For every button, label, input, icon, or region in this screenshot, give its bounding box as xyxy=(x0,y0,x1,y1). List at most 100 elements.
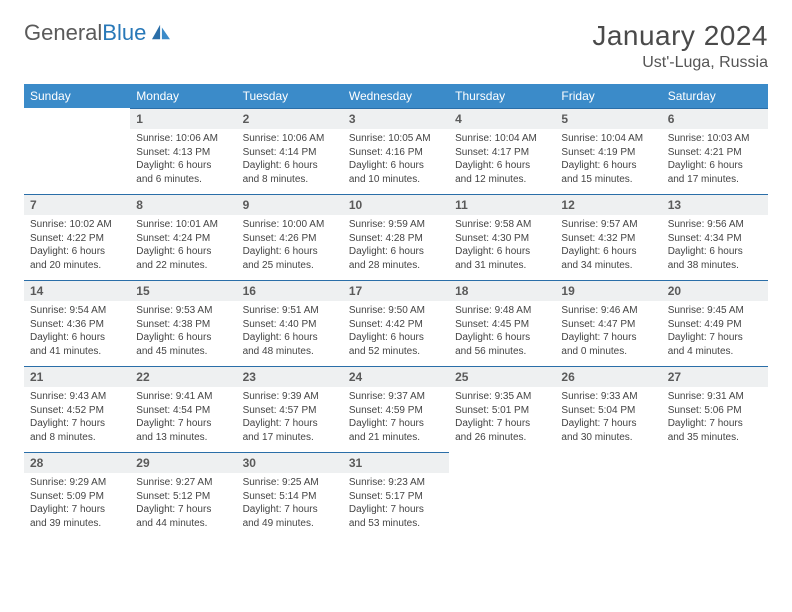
daylight-line: Daylight: 6 hours and 15 minutes. xyxy=(561,159,655,186)
daylight-line: Daylight: 6 hours and 41 minutes. xyxy=(30,331,124,358)
day-cell: 25Sunrise: 9:35 AMSunset: 5:01 PMDayligh… xyxy=(449,366,555,452)
day-wrap: 18Sunrise: 9:48 AMSunset: 4:45 PMDayligh… xyxy=(449,280,555,362)
day-body: Sunrise: 9:31 AMSunset: 5:06 PMDaylight:… xyxy=(662,387,768,448)
day-wrap: 24Sunrise: 9:37 AMSunset: 4:59 PMDayligh… xyxy=(343,366,449,448)
day-body: Sunrise: 10:03 AMSunset: 4:21 PMDaylight… xyxy=(662,129,768,190)
weekday-sunday: Sunday xyxy=(24,84,130,108)
sunrise-line: Sunrise: 9:33 AM xyxy=(561,390,655,404)
day-wrap: 11Sunrise: 9:58 AMSunset: 4:30 PMDayligh… xyxy=(449,194,555,276)
sunrise-line: Sunrise: 10:05 AM xyxy=(349,132,443,146)
day-number: 8 xyxy=(130,195,236,215)
month-title: January 2024 xyxy=(592,20,768,52)
day-cell: 28Sunrise: 9:29 AMSunset: 5:09 PMDayligh… xyxy=(24,452,130,538)
day-number: 24 xyxy=(343,367,449,387)
day-number: 3 xyxy=(343,109,449,129)
week-row: 1Sunrise: 10:06 AMSunset: 4:13 PMDayligh… xyxy=(24,108,768,194)
day-cell: 3Sunrise: 10:05 AMSunset: 4:16 PMDayligh… xyxy=(343,108,449,194)
day-body: Sunrise: 9:59 AMSunset: 4:28 PMDaylight:… xyxy=(343,215,449,276)
sunrise-line: Sunrise: 10:06 AM xyxy=(243,132,337,146)
logo: GeneralBlue xyxy=(24,20,172,46)
weekday-friday: Friday xyxy=(555,84,661,108)
sunrise-line: Sunrise: 10:06 AM xyxy=(136,132,230,146)
daylight-line: Daylight: 6 hours and 28 minutes. xyxy=(349,245,443,272)
day-cell: 22Sunrise: 9:41 AMSunset: 4:54 PMDayligh… xyxy=(130,366,236,452)
day-wrap: 23Sunrise: 9:39 AMSunset: 4:57 PMDayligh… xyxy=(237,366,343,448)
day-wrap: 4Sunrise: 10:04 AMSunset: 4:17 PMDayligh… xyxy=(449,108,555,190)
location: Ust'-Luga, Russia xyxy=(592,54,768,72)
sunrise-line: Sunrise: 10:04 AM xyxy=(561,132,655,146)
day-number: 25 xyxy=(449,367,555,387)
day-number: 4 xyxy=(449,109,555,129)
day-body: Sunrise: 9:27 AMSunset: 5:12 PMDaylight:… xyxy=(130,473,236,534)
day-wrap: 5Sunrise: 10:04 AMSunset: 4:19 PMDayligh… xyxy=(555,108,661,190)
daylight-line: Daylight: 7 hours and 21 minutes. xyxy=(349,417,443,444)
empty-cell xyxy=(555,452,661,538)
day-wrap: 8Sunrise: 10:01 AMSunset: 4:24 PMDayligh… xyxy=(130,194,236,276)
daylight-line: Daylight: 6 hours and 6 minutes. xyxy=(136,159,230,186)
sunrise-line: Sunrise: 9:53 AM xyxy=(136,304,230,318)
day-cell: 8Sunrise: 10:01 AMSunset: 4:24 PMDayligh… xyxy=(130,194,236,280)
sail-icon xyxy=(150,23,172,41)
day-number: 14 xyxy=(24,281,130,301)
day-wrap: 19Sunrise: 9:46 AMSunset: 4:47 PMDayligh… xyxy=(555,280,661,362)
week-row: 28Sunrise: 9:29 AMSunset: 5:09 PMDayligh… xyxy=(24,452,768,538)
sunrise-line: Sunrise: 9:39 AM xyxy=(243,390,337,404)
day-wrap: 16Sunrise: 9:51 AMSunset: 4:40 PMDayligh… xyxy=(237,280,343,362)
day-wrap: 2Sunrise: 10:06 AMSunset: 4:14 PMDayligh… xyxy=(237,108,343,190)
daylight-line: Daylight: 7 hours and 4 minutes. xyxy=(668,331,762,358)
day-wrap: 27Sunrise: 9:31 AMSunset: 5:06 PMDayligh… xyxy=(662,366,768,448)
day-cell: 9Sunrise: 10:00 AMSunset: 4:26 PMDayligh… xyxy=(237,194,343,280)
day-number: 21 xyxy=(24,367,130,387)
empty-cell xyxy=(24,108,130,194)
weekday-wednesday: Wednesday xyxy=(343,84,449,108)
sunset-line: Sunset: 4:19 PM xyxy=(561,146,655,160)
sunrise-line: Sunrise: 9:29 AM xyxy=(30,476,124,490)
day-cell: 15Sunrise: 9:53 AMSunset: 4:38 PMDayligh… xyxy=(130,280,236,366)
day-wrap: 20Sunrise: 9:45 AMSunset: 4:49 PMDayligh… xyxy=(662,280,768,362)
day-body: Sunrise: 10:01 AMSunset: 4:24 PMDaylight… xyxy=(130,215,236,276)
sunset-line: Sunset: 5:06 PM xyxy=(668,404,762,418)
day-body: Sunrise: 9:35 AMSunset: 5:01 PMDaylight:… xyxy=(449,387,555,448)
sunset-line: Sunset: 4:45 PM xyxy=(455,318,549,332)
day-body: Sunrise: 10:04 AMSunset: 4:19 PMDaylight… xyxy=(555,129,661,190)
day-wrap: 26Sunrise: 9:33 AMSunset: 5:04 PMDayligh… xyxy=(555,366,661,448)
sunrise-line: Sunrise: 9:56 AM xyxy=(668,218,762,232)
day-cell: 10Sunrise: 9:59 AMSunset: 4:28 PMDayligh… xyxy=(343,194,449,280)
calendar-body: 1Sunrise: 10:06 AMSunset: 4:13 PMDayligh… xyxy=(24,108,768,538)
daylight-line: Daylight: 7 hours and 17 minutes. xyxy=(243,417,337,444)
day-body: Sunrise: 9:51 AMSunset: 4:40 PMDaylight:… xyxy=(237,301,343,362)
sunset-line: Sunset: 5:01 PM xyxy=(455,404,549,418)
day-number: 2 xyxy=(237,109,343,129)
header: GeneralBlue January 2024 Ust'-Luga, Russ… xyxy=(24,20,768,72)
day-body: Sunrise: 9:23 AMSunset: 5:17 PMDaylight:… xyxy=(343,473,449,534)
daylight-line: Daylight: 7 hours and 0 minutes. xyxy=(561,331,655,358)
sunrise-line: Sunrise: 10:03 AM xyxy=(668,132,762,146)
day-body: Sunrise: 10:00 AMSunset: 4:26 PMDaylight… xyxy=(237,215,343,276)
daylight-line: Daylight: 7 hours and 44 minutes. xyxy=(136,503,230,530)
day-wrap: 29Sunrise: 9:27 AMSunset: 5:12 PMDayligh… xyxy=(130,452,236,534)
sunrise-line: Sunrise: 10:01 AM xyxy=(136,218,230,232)
day-cell: 24Sunrise: 9:37 AMSunset: 4:59 PMDayligh… xyxy=(343,366,449,452)
day-body: Sunrise: 9:39 AMSunset: 4:57 PMDaylight:… xyxy=(237,387,343,448)
weekday-tuesday: Tuesday xyxy=(237,84,343,108)
day-number: 19 xyxy=(555,281,661,301)
daylight-line: Daylight: 6 hours and 12 minutes. xyxy=(455,159,549,186)
day-body: Sunrise: 10:06 AMSunset: 4:13 PMDaylight… xyxy=(130,129,236,190)
sunrise-line: Sunrise: 9:58 AM xyxy=(455,218,549,232)
sunrise-line: Sunrise: 10:04 AM xyxy=(455,132,549,146)
sunrise-line: Sunrise: 9:54 AM xyxy=(30,304,124,318)
day-cell: 16Sunrise: 9:51 AMSunset: 4:40 PMDayligh… xyxy=(237,280,343,366)
daylight-line: Daylight: 6 hours and 34 minutes. xyxy=(561,245,655,272)
day-number: 26 xyxy=(555,367,661,387)
day-wrap: 1Sunrise: 10:06 AMSunset: 4:13 PMDayligh… xyxy=(130,108,236,190)
day-wrap: 25Sunrise: 9:35 AMSunset: 5:01 PMDayligh… xyxy=(449,366,555,448)
sunset-line: Sunset: 5:17 PM xyxy=(349,490,443,504)
sunrise-line: Sunrise: 9:48 AM xyxy=(455,304,549,318)
empty-cell xyxy=(449,452,555,538)
day-number: 10 xyxy=(343,195,449,215)
day-body: Sunrise: 9:53 AMSunset: 4:38 PMDaylight:… xyxy=(130,301,236,362)
day-wrap: 15Sunrise: 9:53 AMSunset: 4:38 PMDayligh… xyxy=(130,280,236,362)
week-row: 7Sunrise: 10:02 AMSunset: 4:22 PMDayligh… xyxy=(24,194,768,280)
logo-part1: General xyxy=(24,20,102,45)
day-body: Sunrise: 9:57 AMSunset: 4:32 PMDaylight:… xyxy=(555,215,661,276)
